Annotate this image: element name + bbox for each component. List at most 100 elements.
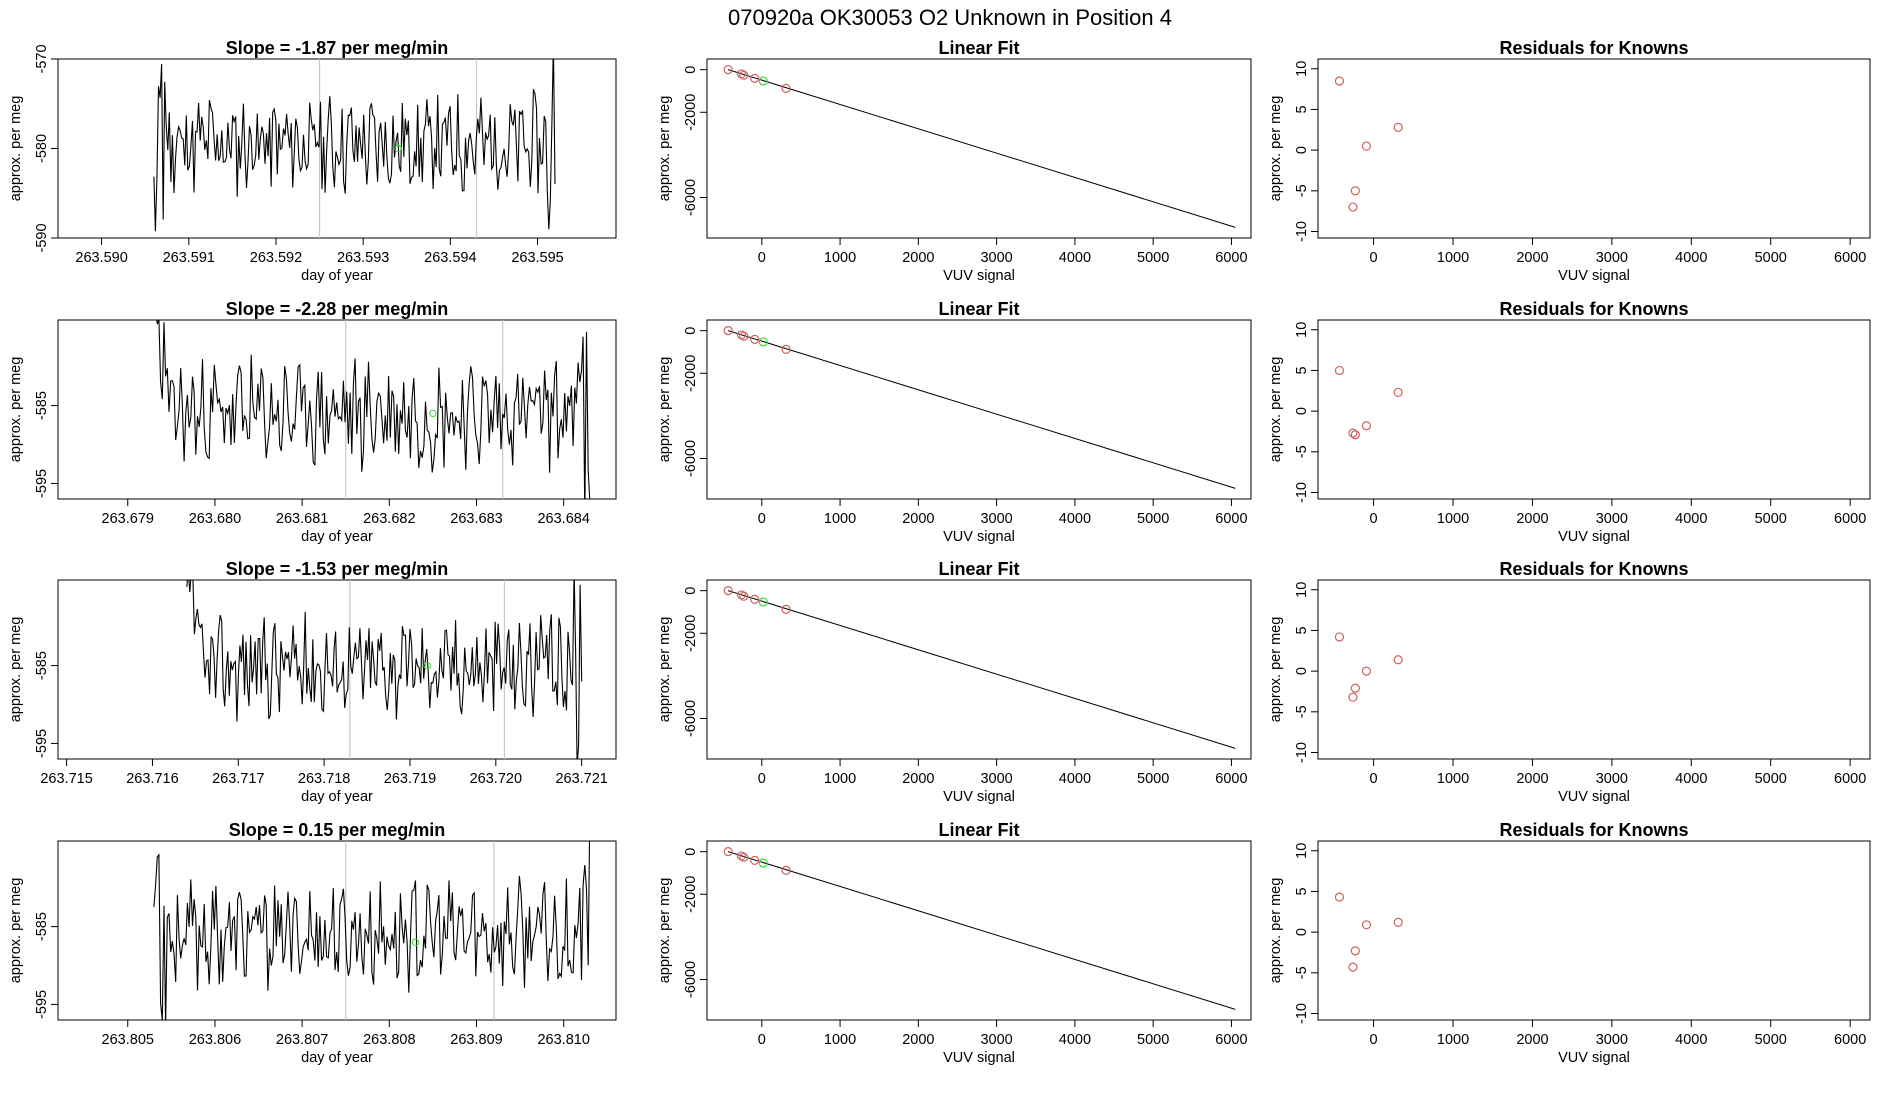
panel-title: Residuals for Knowns <box>1499 820 1688 840</box>
x-tick-label: 6000 <box>1215 250 1247 266</box>
residual-point <box>1361 421 1372 431</box>
known-point <box>781 83 791 94</box>
x-axis-label: day of year <box>301 529 373 545</box>
x-tick-label: 263.681 <box>276 511 328 527</box>
residual-point <box>1348 202 1358 212</box>
y-tick-label: 10 <box>1294 582 1310 598</box>
panel-title: Linear Fit <box>938 299 1019 319</box>
x-tick-label: 3000 <box>980 250 1012 266</box>
trace-line <box>186 580 583 759</box>
x-tick-label: 263.590 <box>75 250 127 266</box>
y-tick-label: 5 <box>1294 626 1310 634</box>
panel-title: Linear Fit <box>938 820 1019 840</box>
x-tick-label: 6000 <box>1834 250 1866 266</box>
panel-title: Slope = 0.15 per meg/min <box>229 820 446 840</box>
x-tick-label: 263.591 <box>163 250 215 266</box>
residual-point <box>1334 632 1345 642</box>
x-tick-label: 263.682 <box>363 511 415 527</box>
linear-fit-panel-2: 0 1000 2000 3000 4000 5000 6000 -6000 -2000 0 Line… <box>657 299 1252 545</box>
y-tick-label: 0 <box>1294 667 1310 675</box>
y-tick-label: -2000 <box>683 355 699 392</box>
known-point <box>723 586 733 596</box>
x-tick-label: 1000 <box>1437 1032 1469 1048</box>
trace-line <box>153 59 556 232</box>
unknown-point <box>758 337 768 347</box>
timeseries-panel-3: 263.715 263.716 263.717 263.718 263.719 263.7… <box>8 559 617 805</box>
residual-point <box>1393 917 1403 927</box>
x-axis-label: VUV signal <box>1558 1050 1630 1066</box>
y-tick-label: -6000 <box>683 961 699 998</box>
residual-point <box>1350 186 1360 196</box>
plot-frame <box>706 579 1252 760</box>
known-point <box>736 330 747 340</box>
y-tick-label: -595 <box>34 990 50 1019</box>
plot-frame <box>1317 58 1871 239</box>
y-axis-label: approx. per meg <box>1268 878 1284 984</box>
x-tick-label: 6000 <box>1215 1032 1247 1048</box>
known-point <box>736 851 747 861</box>
x-tick-label: 3000 <box>1596 771 1628 787</box>
x-tick-label: 263.806 <box>189 1032 241 1048</box>
x-tick-label: 6000 <box>1215 511 1247 527</box>
unknown-point <box>758 597 768 607</box>
y-tick-label: -585 <box>34 391 50 420</box>
y-tick-label: 5 <box>1294 366 1310 374</box>
known-point <box>723 847 733 857</box>
residual-point <box>1334 76 1345 86</box>
linear-fit-panel-3: 0 1000 2000 3000 4000 5000 6000 -6000 -2000 0 Line… <box>657 559 1252 805</box>
plot-frame <box>706 58 1252 239</box>
residual-point <box>1361 141 1372 151</box>
y-tick-label: -5 <box>1294 705 1310 718</box>
x-tick-label: 4000 <box>1059 250 1091 266</box>
residual-point <box>1348 962 1358 972</box>
trace-line <box>156 320 591 499</box>
x-tick-label: 5000 <box>1137 1032 1169 1048</box>
x-tick-label: 0 <box>1370 250 1378 266</box>
y-axis-label: approx. per meg <box>1268 617 1284 723</box>
x-tick-label: 263.683 <box>450 511 502 527</box>
plot-frame <box>706 840 1252 1021</box>
y-tick-label: -2000 <box>683 615 699 652</box>
y-axis-label: approx. per meg <box>657 357 673 463</box>
known-point <box>736 590 747 600</box>
x-tick-label: 4000 <box>1675 771 1707 787</box>
y-axis-label: approx. per meg <box>8 878 24 984</box>
y-axis-label: approx. per meg <box>8 617 24 723</box>
x-tick-label: 263.595 <box>511 250 563 266</box>
known-point <box>723 65 733 75</box>
timeseries-panel-4: 263.805 263.806 263.807 263.808 263.809 263.8… <box>8 820 617 1066</box>
known-point <box>750 594 760 604</box>
y-axis-label: approx. per meg <box>657 878 673 984</box>
plot-frame <box>1317 319 1871 500</box>
x-tick-label: 6000 <box>1215 771 1247 787</box>
x-tick-label: 263.719 <box>384 771 436 787</box>
plot-frame <box>1317 840 1871 1021</box>
residual-point <box>1350 683 1360 693</box>
x-tick-label: 263.809 <box>450 1032 502 1048</box>
x-tick-label: 263.680 <box>189 511 241 527</box>
x-tick-label: 0 <box>758 771 766 787</box>
y-tick-label: -595 <box>34 469 50 498</box>
x-tick-label: 5000 <box>1137 771 1169 787</box>
x-tick-label: 3000 <box>1596 1032 1628 1048</box>
x-axis-label: VUV signal <box>943 529 1015 545</box>
residual-point <box>1393 387 1403 398</box>
residuals-panel-4: 0 1000 2000 3000 4000 5000 6000 -10 -5 0 5 10 Residu… <box>1268 820 1871 1066</box>
x-axis-label: day of year <box>301 1050 373 1066</box>
fit-line <box>727 590 1236 749</box>
y-tick-label: 0 <box>683 848 699 856</box>
x-tick-label: 4000 <box>1059 771 1091 787</box>
panel-title: Residuals for Knowns <box>1499 38 1688 58</box>
y-tick-label: 0 <box>1294 146 1310 154</box>
unknown-point <box>429 409 437 418</box>
x-tick-label: 5000 <box>1137 250 1169 266</box>
figure-title: 070920a OK30053 O2 Unknown in Position 4 <box>728 5 1172 30</box>
y-tick-label: -2000 <box>683 94 699 131</box>
x-tick-label: 2000 <box>902 1032 934 1048</box>
x-axis-label: day of year <box>301 789 373 805</box>
residual-point <box>1350 430 1360 440</box>
x-tick-label: 1000 <box>1437 250 1469 266</box>
residual-point <box>1348 692 1358 702</box>
known-point <box>781 344 791 355</box>
